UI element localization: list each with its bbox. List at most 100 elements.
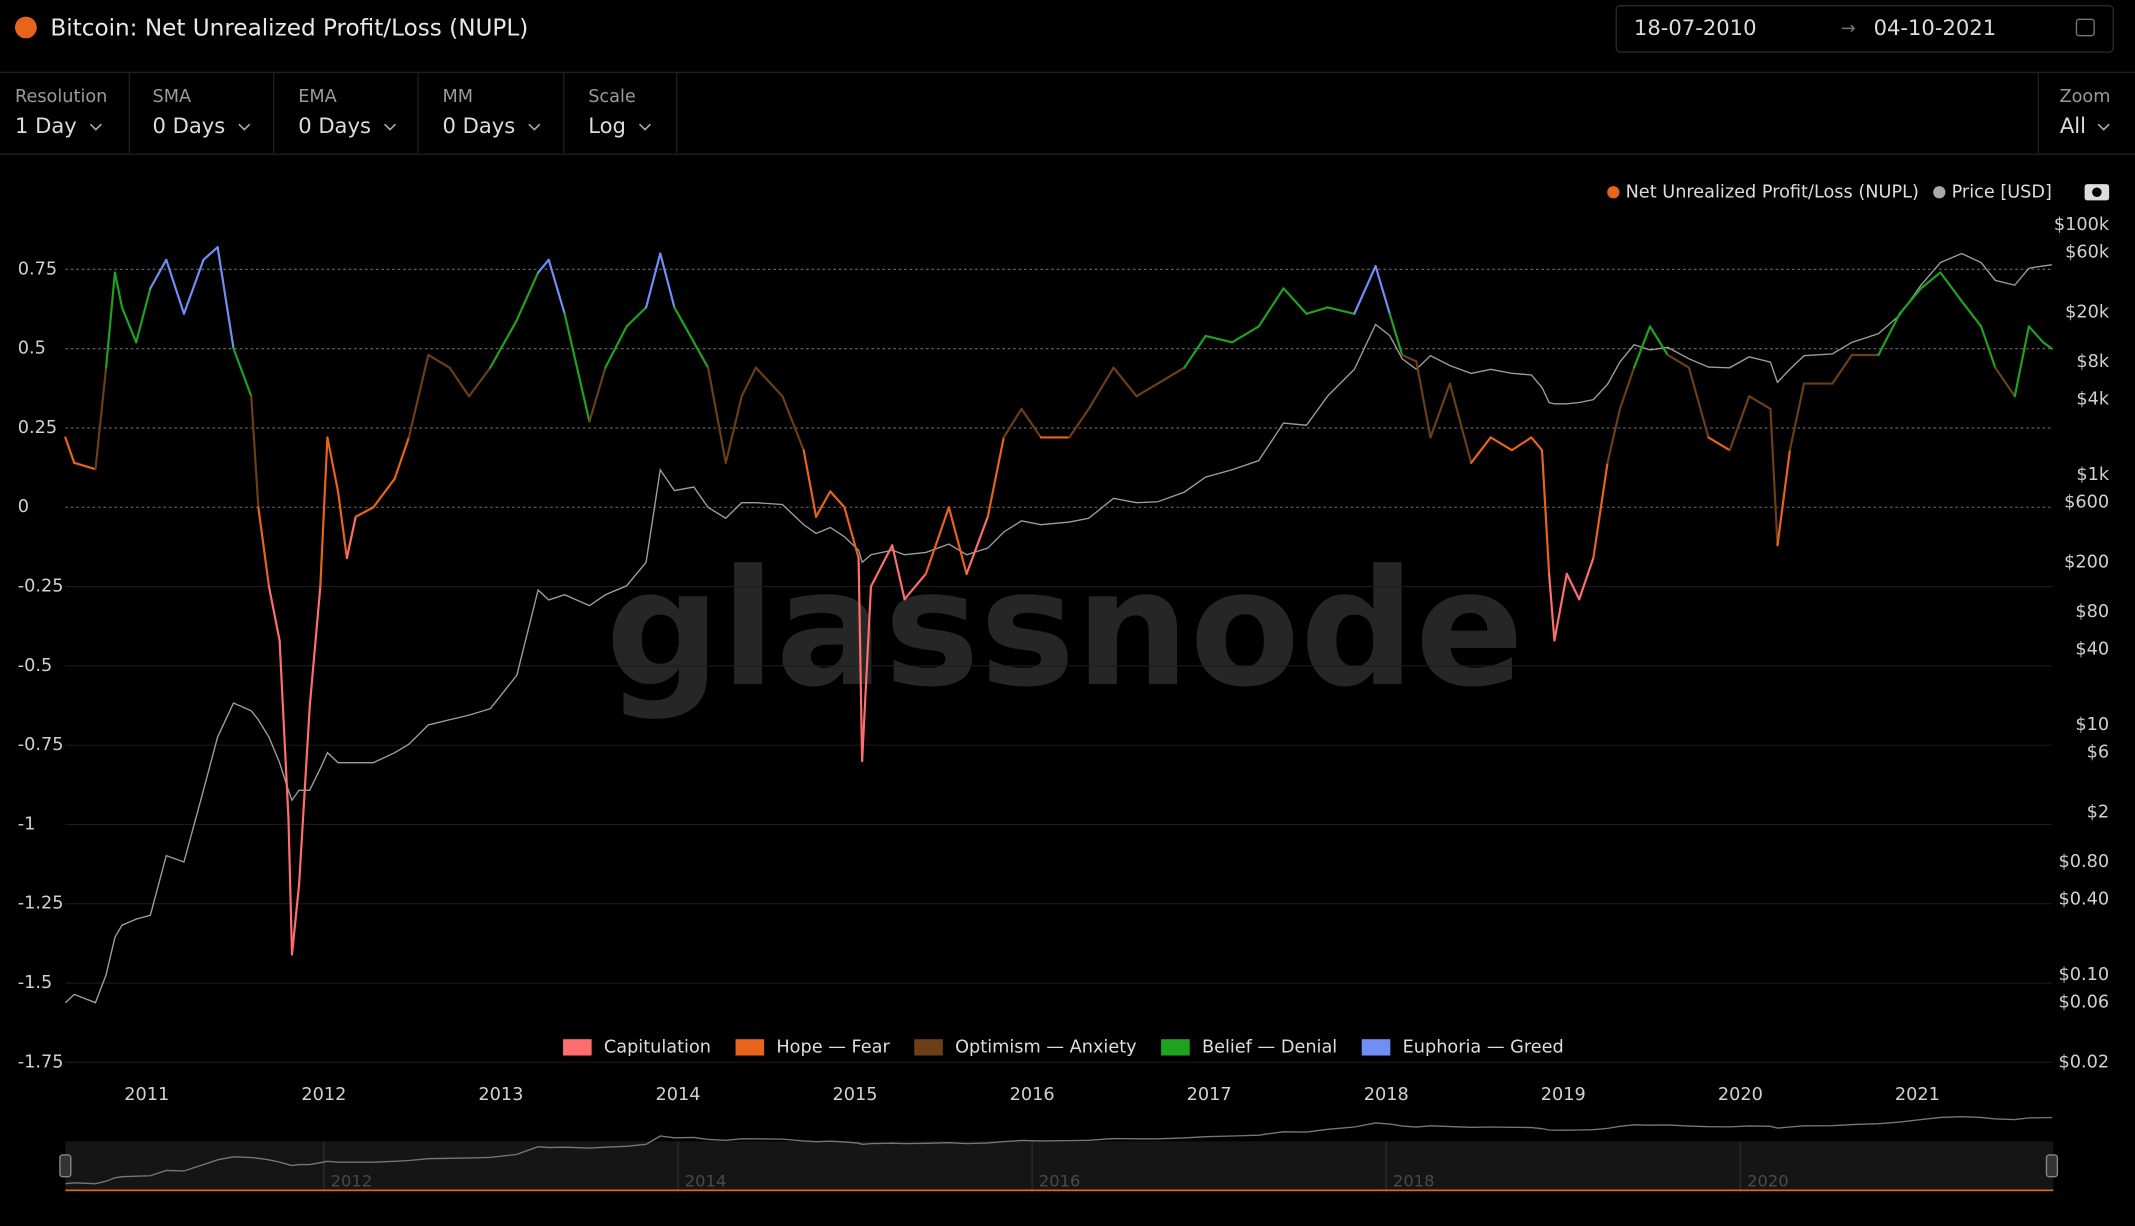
navigator-handle[interactable] [2045,1154,2059,1178]
nupl-segment [448,366,471,398]
date-from[interactable]: 18-07-2010 [1634,15,1757,40]
zone-swatch [914,1039,943,1056]
x-tick-label: 2014 [655,1085,700,1105]
page-title: Bitcoin: Net Unrealized Profit/Loss (NUP… [50,15,528,41]
y2-tick-label: $600 [2064,493,2109,513]
legend-marker [1933,186,1946,199]
legend-label[interactable]: Net Unrealized Profit/Loss (NUPL) [1626,182,1919,202]
y-tick-label: 0.25 [18,418,57,438]
nupl-segment [427,353,451,369]
control-label: MM [443,87,474,107]
control-value[interactable]: Log [588,113,626,138]
nupl-segment [1898,287,1923,315]
nupl-segment [673,306,696,344]
nupl-segment [1326,306,1356,315]
x-tick-label: 2019 [1541,1085,1586,1105]
nupl-segment [345,515,357,560]
nupl-segment [563,312,591,423]
nupl-segment [257,506,271,588]
y-tick-label: -1.25 [18,894,64,914]
navigator-handle[interactable] [59,1154,72,1178]
nupl-segment [1578,556,1595,601]
nupl-segment [1353,265,1377,315]
zone-label[interactable]: Capitulation [604,1037,711,1057]
y-tick-label: -0.75 [18,735,64,755]
nupl-segment [645,252,662,309]
control-value[interactable]: 0 Days [298,113,371,138]
camera-icon[interactable] [2084,184,2110,201]
zone-swatch [1361,1039,1391,1056]
nupl-segment [1877,312,1901,357]
chevron [238,123,251,131]
nupl-segment [1448,382,1473,464]
x-tick-label: 2016 [1010,1085,1055,1105]
nupl-segment [1788,382,1806,452]
bitcoin-icon [14,16,37,39]
nupl-segment [393,436,410,480]
nupl-segment [1548,572,1556,642]
y-tick-label: -1.5 [18,973,53,993]
y2-tick-label: $0.40 [2058,890,2109,910]
nupl-segment [297,705,311,886]
nupl-segment [336,490,348,560]
nupl-segment [1960,299,1983,328]
nupl-segment [290,883,301,956]
zone-label[interactable]: Belief — Denial [1202,1037,1337,1057]
nupl-segment [113,271,124,309]
y2-tick-label: $0.06 [2058,993,2109,1013]
nupl-segment [1666,353,1691,369]
zone-swatch [563,1039,592,1056]
zone-label[interactable]: Optimism — Anxiety [955,1037,1136,1057]
nupl-segment [1020,407,1043,439]
nupl-segment [94,366,108,471]
control-value[interactable]: 0 Days [443,113,516,138]
y-tick-label: 0.5 [18,339,46,359]
nupl-segment [1994,366,2016,398]
watermark: glassnode [606,535,1524,722]
calendar-icon[interactable] [2075,18,2095,37]
zone-label[interactable]: Euphoria — Greed [1403,1037,1564,1057]
control-value[interactable]: 1 Day [15,113,77,138]
nupl-segment [1282,287,1308,315]
nupl-segment [1135,382,1159,398]
nupl-segment [829,490,846,509]
date-range[interactable] [1615,5,2114,53]
zone-label[interactable]: Hope — Fear [776,1037,890,1057]
y-tick-label: -0.5 [18,656,53,676]
date-to[interactable]: 04-10-2021 [1874,15,1997,40]
nupl-segment [1489,436,1514,452]
navigator[interactable]: 2012 2014 2016 2018 2020 [59,1115,2059,1192]
nupl-segment [202,246,219,261]
control-label: EMA [298,87,337,107]
zone-legend: Capitulation Hope — Fear Optimism — Anxiet… [563,1037,1564,1057]
separators [128,72,2040,155]
y-tick-label: -1.75 [18,1052,64,1072]
navigator-bg [65,1141,2054,1192]
x-tick-label: 2018 [1364,1085,1409,1105]
y2-tick-label: $0.80 [2058,852,2109,872]
nupl-segment [278,639,290,820]
nupl-segment [724,395,743,464]
control-label: Resolution [15,87,107,107]
nupl-segment [1530,436,1544,452]
navigator-tick-label: 2018 [1393,1172,1435,1191]
nupl-segment [2013,325,2031,398]
nupl-segment [1112,366,1138,398]
nupl-segment [843,506,860,560]
nupl-segment [1769,407,1779,547]
y2-tick-label: $0.02 [2058,1052,2109,1072]
nupl-segment [372,477,396,509]
control-value[interactable]: 0 Days [152,113,225,138]
control-label: Zoom [2059,87,2110,107]
legend-marker [1607,186,1620,199]
control-label: Scale [588,87,636,107]
price-line [64,252,2053,1004]
nupl-segment [1707,436,1731,452]
nupl-segment [149,258,168,290]
nupl-segment [965,515,989,575]
nupl-segment [515,271,540,322]
nupl-segment [1415,360,1432,439]
legend-label[interactable]: Price [USD] [1952,182,2052,202]
control-value[interactable]: All [2060,113,2086,138]
